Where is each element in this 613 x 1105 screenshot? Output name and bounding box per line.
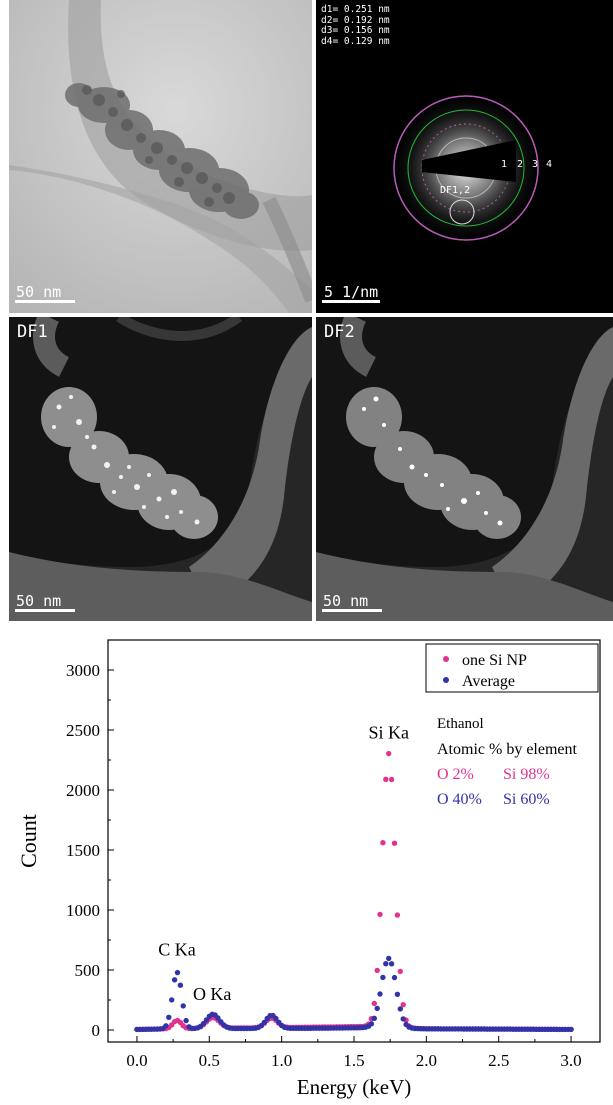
data-point	[400, 1016, 406, 1022]
ring-label-3: 3	[532, 159, 539, 170]
data-point	[180, 1003, 186, 1009]
data-point	[397, 968, 403, 975]
info-oxygen-percent: O 2%	[437, 766, 474, 783]
df1-image	[9, 317, 312, 621]
scale-bar-line	[15, 300, 75, 303]
data-point	[386, 750, 392, 757]
scale-bar-line	[15, 609, 75, 612]
y-axis-label: Count	[16, 814, 41, 868]
x-tick-label: 0.5	[199, 1051, 220, 1070]
data-point	[388, 961, 395, 967]
d-spacing-4: d4= 0.129 nm	[321, 35, 390, 47]
info-title: Ethanol	[437, 716, 484, 732]
data-point	[391, 840, 398, 846]
data-point	[380, 840, 386, 846]
info-silicon-percent: Si 98%	[503, 766, 550, 783]
panel-label: DF1	[17, 322, 48, 342]
aperture-label: DF1,2	[440, 185, 471, 196]
data-point	[163, 1023, 169, 1029]
legend: one Si NP Average	[425, 643, 599, 693]
d-spacing-1: d1= 0.251 nm	[321, 4, 390, 15]
info-subtitle: Atomic % by element	[437, 741, 578, 758]
legend-label: Average	[462, 673, 515, 690]
df2-image	[316, 317, 613, 621]
data-point	[374, 1005, 380, 1012]
d-spacing-3: d3= 0.156 nm	[321, 25, 390, 36]
data-point	[380, 974, 386, 981]
data-point	[183, 1017, 189, 1024]
scale-bar-label: 50 nm	[16, 283, 62, 301]
info-oxygen-percent: O 40%	[437, 791, 482, 808]
data-point	[169, 997, 175, 1003]
data-point	[391, 974, 398, 981]
panel-label: DF2	[324, 322, 355, 342]
y-tick-label: 0	[92, 1021, 101, 1040]
data-point	[383, 776, 389, 782]
x-tick-label: 1.0	[271, 1051, 292, 1070]
y-tick-label: 2000	[66, 781, 100, 800]
ring-label-4: 4	[546, 159, 553, 170]
x-tick-label: 2.5	[488, 1051, 509, 1070]
scale-bar-line	[322, 300, 380, 303]
data-point	[166, 1014, 172, 1020]
data-point	[394, 991, 401, 997]
saed-diffraction-image	[388, 90, 544, 246]
d-spacing-2: d2= 0.192 nm	[321, 14, 390, 26]
x-tick-label: 3.0	[560, 1051, 581, 1070]
data-point	[377, 991, 383, 997]
x-axis-label: Energy (keV)	[297, 1075, 412, 1099]
legend-marker	[443, 656, 449, 662]
scale-bar-label: 50 nm	[16, 592, 62, 610]
peak-annotation: O Ka	[193, 984, 232, 1004]
data-point	[568, 1026, 574, 1033]
data-point	[261, 1019, 267, 1026]
df2-panel: DF2 50 nm	[316, 317, 613, 621]
df1-panel: DF1 50 nm	[9, 317, 312, 621]
d-spacing-list: d1= 0.251 nm d2= 0.192 nm d3= 0.156 nm d…	[321, 4, 390, 47]
y-tick-label: 1500	[66, 841, 100, 860]
data-point	[397, 1006, 403, 1012]
data-point	[273, 1015, 279, 1022]
data-point	[386, 955, 392, 962]
y-tick-label: 2500	[66, 721, 100, 740]
x-tick-label: 0.0	[126, 1051, 147, 1070]
peak-annotation: C Ka	[158, 940, 196, 960]
tem-brightfield-image	[9, 0, 312, 313]
info-silicon-percent: Si 60%	[503, 791, 550, 808]
x-tick-label: 2.0	[416, 1051, 437, 1070]
data-point	[371, 1015, 377, 1021]
eds-spectrum-chart: 0.0 0.5 1.0 1.5 2.0 2.5 3.0 0 500 1000 1500 2000 250…	[16, 639, 601, 1099]
data-point	[215, 1015, 221, 1021]
legend-marker	[443, 677, 449, 683]
data-point	[368, 1021, 375, 1027]
data-point	[383, 961, 389, 967]
data-point	[394, 912, 401, 918]
ring-label-2: 2	[517, 159, 524, 170]
scale-bar-label: 50 nm	[323, 592, 369, 610]
data-point	[203, 1017, 210, 1023]
y-tick-label: 3000	[66, 661, 100, 680]
data-point	[400, 1002, 406, 1008]
y-tick-label: 500	[75, 961, 101, 980]
data-point	[177, 982, 184, 988]
data-point	[371, 1000, 377, 1007]
y-tick-label: 1000	[66, 901, 100, 920]
ring-label-1: 1	[501, 159, 508, 170]
saed-panel: d1= 0.251 nm d2= 0.192 nm d3= 0.156 nm d…	[316, 0, 613, 313]
plot-frame	[107, 639, 601, 1043]
data-point	[388, 776, 395, 783]
data-point	[174, 969, 181, 976]
tem-brightfield-panel: 50 nm	[9, 0, 312, 313]
data-point	[171, 977, 178, 983]
peak-annotation: Si Ka	[368, 722, 409, 742]
series-average	[134, 955, 574, 1033]
scale-bar-line	[322, 609, 382, 612]
data-point	[200, 1020, 207, 1027]
x-tick-label: 1.5	[343, 1051, 364, 1070]
legend-label: one Si NP	[462, 652, 527, 669]
data-point	[377, 911, 383, 918]
scale-bar-label: 5 1/nm	[324, 283, 379, 301]
data-point	[374, 967, 380, 974]
legend-box	[425, 643, 599, 693]
